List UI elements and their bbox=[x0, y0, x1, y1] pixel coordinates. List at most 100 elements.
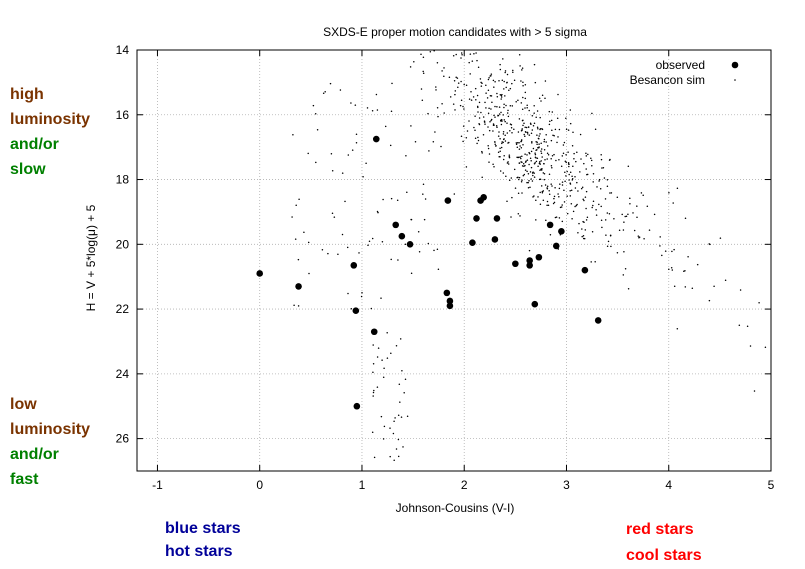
besancon-point bbox=[606, 185, 609, 188]
besancon-point bbox=[564, 160, 567, 163]
besancon-point bbox=[532, 124, 535, 127]
besancon-point bbox=[399, 338, 402, 340]
besancon-point bbox=[541, 192, 544, 194]
besancon-point bbox=[561, 220, 564, 223]
besancon-point bbox=[506, 200, 508, 203]
besancon-point bbox=[607, 240, 610, 243]
besancon-point bbox=[437, 115, 439, 118]
besancon-point bbox=[572, 210, 575, 213]
besancon-point bbox=[522, 163, 525, 165]
besancon-point bbox=[495, 124, 498, 127]
besancon-point bbox=[565, 117, 567, 120]
besancon-point bbox=[390, 197, 393, 200]
besancon-point bbox=[465, 136, 468, 139]
besancon-point bbox=[489, 121, 491, 123]
besancon-point bbox=[549, 234, 552, 236]
besancon-point bbox=[603, 177, 606, 179]
besancon-point bbox=[488, 77, 490, 79]
besancon-point bbox=[524, 97, 527, 100]
besancon-point bbox=[420, 53, 422, 56]
besancon-point bbox=[478, 101, 481, 104]
besancon-point bbox=[553, 135, 555, 137]
besancon-point bbox=[498, 155, 500, 158]
besancon-point bbox=[536, 126, 539, 128]
besancon-point bbox=[497, 135, 500, 137]
besancon-point bbox=[556, 141, 558, 144]
besancon-point bbox=[636, 205, 638, 207]
besancon-point bbox=[585, 168, 587, 170]
besancon-point bbox=[454, 109, 456, 111]
besancon-point bbox=[518, 176, 521, 179]
besancon-point bbox=[749, 345, 752, 347]
besancon-point bbox=[410, 218, 413, 221]
observed-point bbox=[446, 297, 454, 305]
besancon-point bbox=[512, 71, 514, 73]
besancon-point bbox=[457, 82, 460, 84]
besancon-point bbox=[551, 166, 553, 169]
besancon-point bbox=[559, 183, 561, 185]
besancon-point bbox=[564, 171, 566, 174]
besancon-point bbox=[566, 195, 568, 197]
besancon-point bbox=[536, 110, 539, 112]
y-tick-label: 24 bbox=[116, 367, 130, 381]
besancon-point bbox=[297, 258, 300, 261]
besancon-point bbox=[346, 246, 349, 249]
besancon-point bbox=[540, 148, 543, 150]
besancon-point bbox=[389, 455, 391, 458]
besancon-point bbox=[432, 141, 435, 143]
besancon-point bbox=[490, 73, 493, 75]
besancon-point bbox=[347, 154, 350, 156]
besancon-point bbox=[486, 97, 489, 99]
besancon-point bbox=[569, 195, 572, 197]
besancon-point bbox=[500, 98, 502, 100]
besancon-point bbox=[496, 95, 499, 98]
observed-point bbox=[535, 253, 543, 261]
besancon-point bbox=[324, 90, 326, 93]
besancon-point bbox=[395, 448, 398, 450]
besancon-point bbox=[308, 272, 310, 275]
besancon-point bbox=[377, 347, 380, 349]
besancon-point bbox=[429, 50, 432, 53]
annotation-slow: slow bbox=[10, 161, 46, 178]
observed-point bbox=[526, 257, 533, 264]
besancon-point bbox=[541, 156, 543, 158]
besancon-point bbox=[468, 120, 470, 122]
besancon-point bbox=[510, 177, 513, 179]
besancon-point bbox=[553, 201, 556, 204]
besancon-point bbox=[394, 417, 396, 419]
besancon-point bbox=[566, 212, 569, 215]
besancon-point bbox=[511, 82, 513, 85]
besancon-point bbox=[544, 97, 546, 100]
besancon-point bbox=[427, 242, 430, 245]
besancon-point bbox=[513, 79, 516, 81]
besancon-point bbox=[527, 173, 530, 175]
besancon-point bbox=[537, 137, 540, 140]
besancon-point bbox=[616, 196, 619, 199]
besancon-point bbox=[538, 135, 540, 137]
besancon-point bbox=[485, 107, 487, 109]
besancon-point bbox=[493, 166, 495, 168]
besancon-point bbox=[563, 141, 566, 144]
besancon-point bbox=[533, 63, 536, 66]
observed-point bbox=[398, 232, 406, 240]
besancon-point bbox=[601, 167, 603, 169]
besancon-point bbox=[671, 269, 674, 271]
besancon-point bbox=[531, 180, 534, 182]
besancon-point bbox=[514, 187, 517, 189]
besancon-point bbox=[520, 161, 522, 163]
besancon-point bbox=[291, 216, 293, 218]
legend-label-observed: observed bbox=[656, 58, 705, 72]
besancon-point bbox=[488, 129, 491, 132]
annotation-fast: fast bbox=[10, 471, 39, 488]
besancon-point bbox=[517, 213, 520, 215]
besancon-point bbox=[382, 376, 385, 378]
besancon-point bbox=[528, 179, 530, 182]
besancon-point bbox=[522, 174, 525, 177]
besancon-point bbox=[371, 431, 374, 434]
besancon-point bbox=[492, 130, 494, 132]
besancon-point bbox=[527, 181, 529, 184]
besancon-point bbox=[377, 211, 379, 214]
besancon-point bbox=[522, 81, 524, 84]
besancon-point bbox=[518, 54, 521, 56]
besancon-point bbox=[592, 181, 594, 183]
